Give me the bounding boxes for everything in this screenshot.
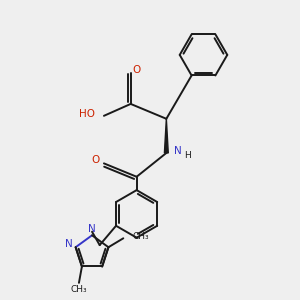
Text: O: O	[133, 65, 141, 75]
Text: CH₃: CH₃	[132, 232, 149, 241]
Text: O: O	[91, 155, 99, 165]
Text: N: N	[174, 146, 182, 157]
Polygon shape	[164, 119, 168, 153]
Text: HO: HO	[79, 109, 95, 119]
Text: N: N	[65, 239, 73, 249]
Text: H: H	[184, 151, 191, 160]
Text: N: N	[88, 224, 96, 234]
Text: CH₃: CH₃	[70, 285, 87, 294]
